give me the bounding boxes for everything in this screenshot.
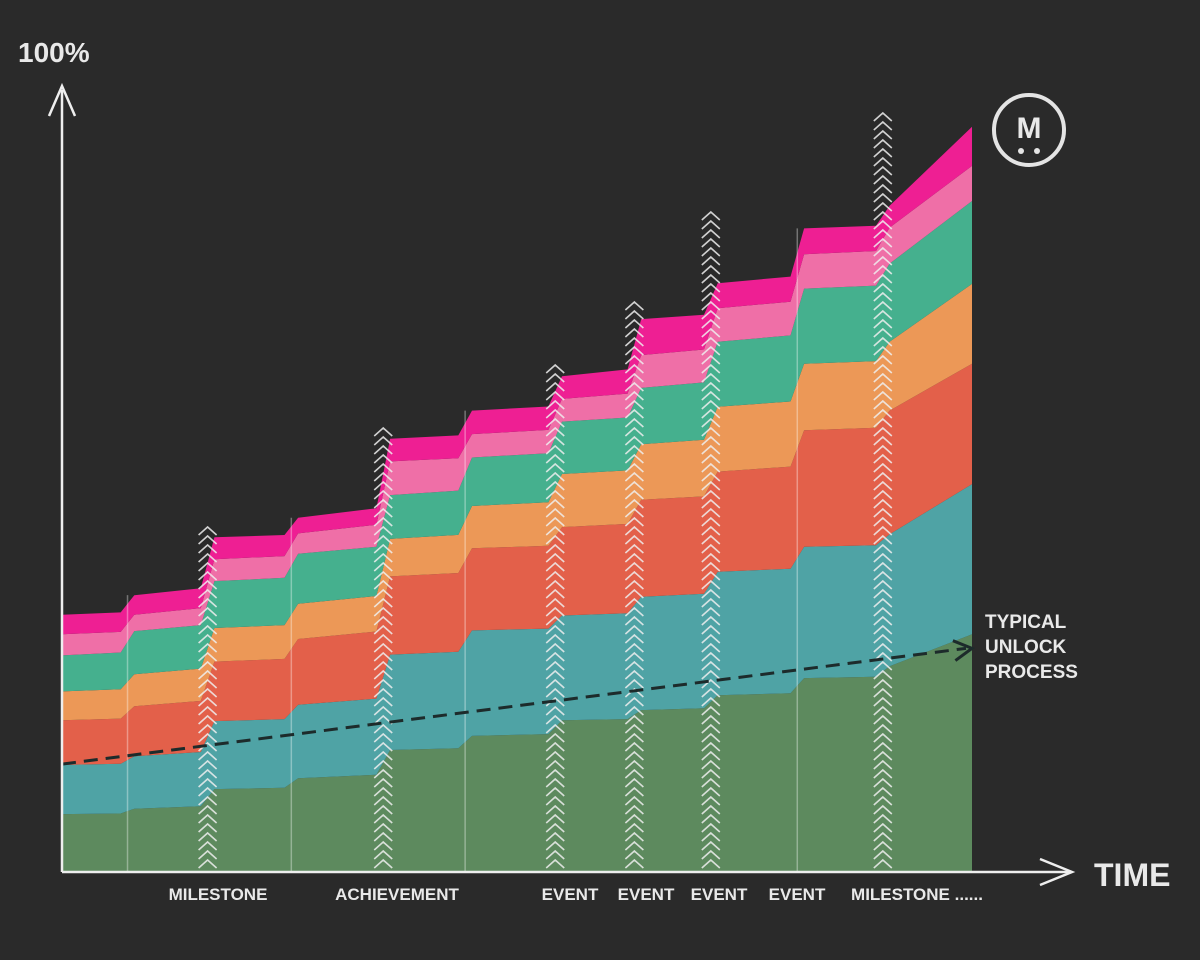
annotation-line-2: UNLOCK	[985, 637, 1067, 658]
logo-dot-right	[1034, 148, 1040, 154]
chevron-stack	[873, 111, 893, 869]
x-event-label: ACHIEVEMENT	[335, 885, 459, 904]
logo-letter: M	[1017, 112, 1042, 145]
event-chevron-columns	[198, 111, 893, 869]
chevron-column	[373, 426, 393, 869]
x-event-label: EVENT	[618, 885, 675, 904]
m-logo: M	[992, 93, 1066, 167]
x-event-label: EVENT	[542, 885, 599, 904]
annotation-line-1: TYPICAL	[985, 612, 1067, 633]
annotation-line-3: PROCESS	[985, 662, 1078, 683]
chevron-stack	[545, 363, 565, 869]
trend-arrowhead	[952, 639, 976, 662]
x-event-label: EVENT	[691, 885, 748, 904]
chevron-column	[624, 300, 644, 869]
chevron-column	[701, 210, 721, 869]
chevron-column	[873, 111, 893, 869]
area-band-teal	[62, 484, 972, 815]
chevron-stack	[624, 300, 644, 869]
x-event-label: EVENT	[769, 885, 826, 904]
area-band-mint	[62, 201, 972, 692]
annotation-typical-unlock-process: TYPICAL UNLOCK PROCESS	[985, 612, 1078, 683]
area-band-green	[62, 634, 972, 872]
logo-circle	[992, 93, 1066, 167]
y-axis-label: 100%	[18, 37, 90, 68]
period-dividers	[126, 228, 799, 872]
chevron-stack	[701, 210, 721, 869]
x-axis-label: TIME	[1094, 857, 1170, 893]
chevron-stack	[198, 525, 218, 869]
y-axis-arrowhead	[47, 82, 77, 117]
chevron-stack	[373, 426, 393, 869]
chevron-column	[198, 525, 218, 869]
trend-line	[61, 639, 976, 766]
area-band-orange	[62, 283, 972, 721]
logo-dot-left	[1018, 148, 1024, 154]
x-event-labels: MILESTONE ACHIEVEMENT EVENT EVENT EVENT EVENT…	[169, 885, 983, 904]
x-event-label: MILESTONE	[169, 885, 268, 904]
trend-dashed-line	[61, 646, 967, 766]
stacked-areas	[62, 126, 972, 872]
x-event-label: MILESTONE ......	[851, 885, 983, 904]
x-axis-arrowhead	[1039, 857, 1076, 887]
chevron-column	[545, 363, 565, 869]
area-band-red	[62, 363, 972, 765]
